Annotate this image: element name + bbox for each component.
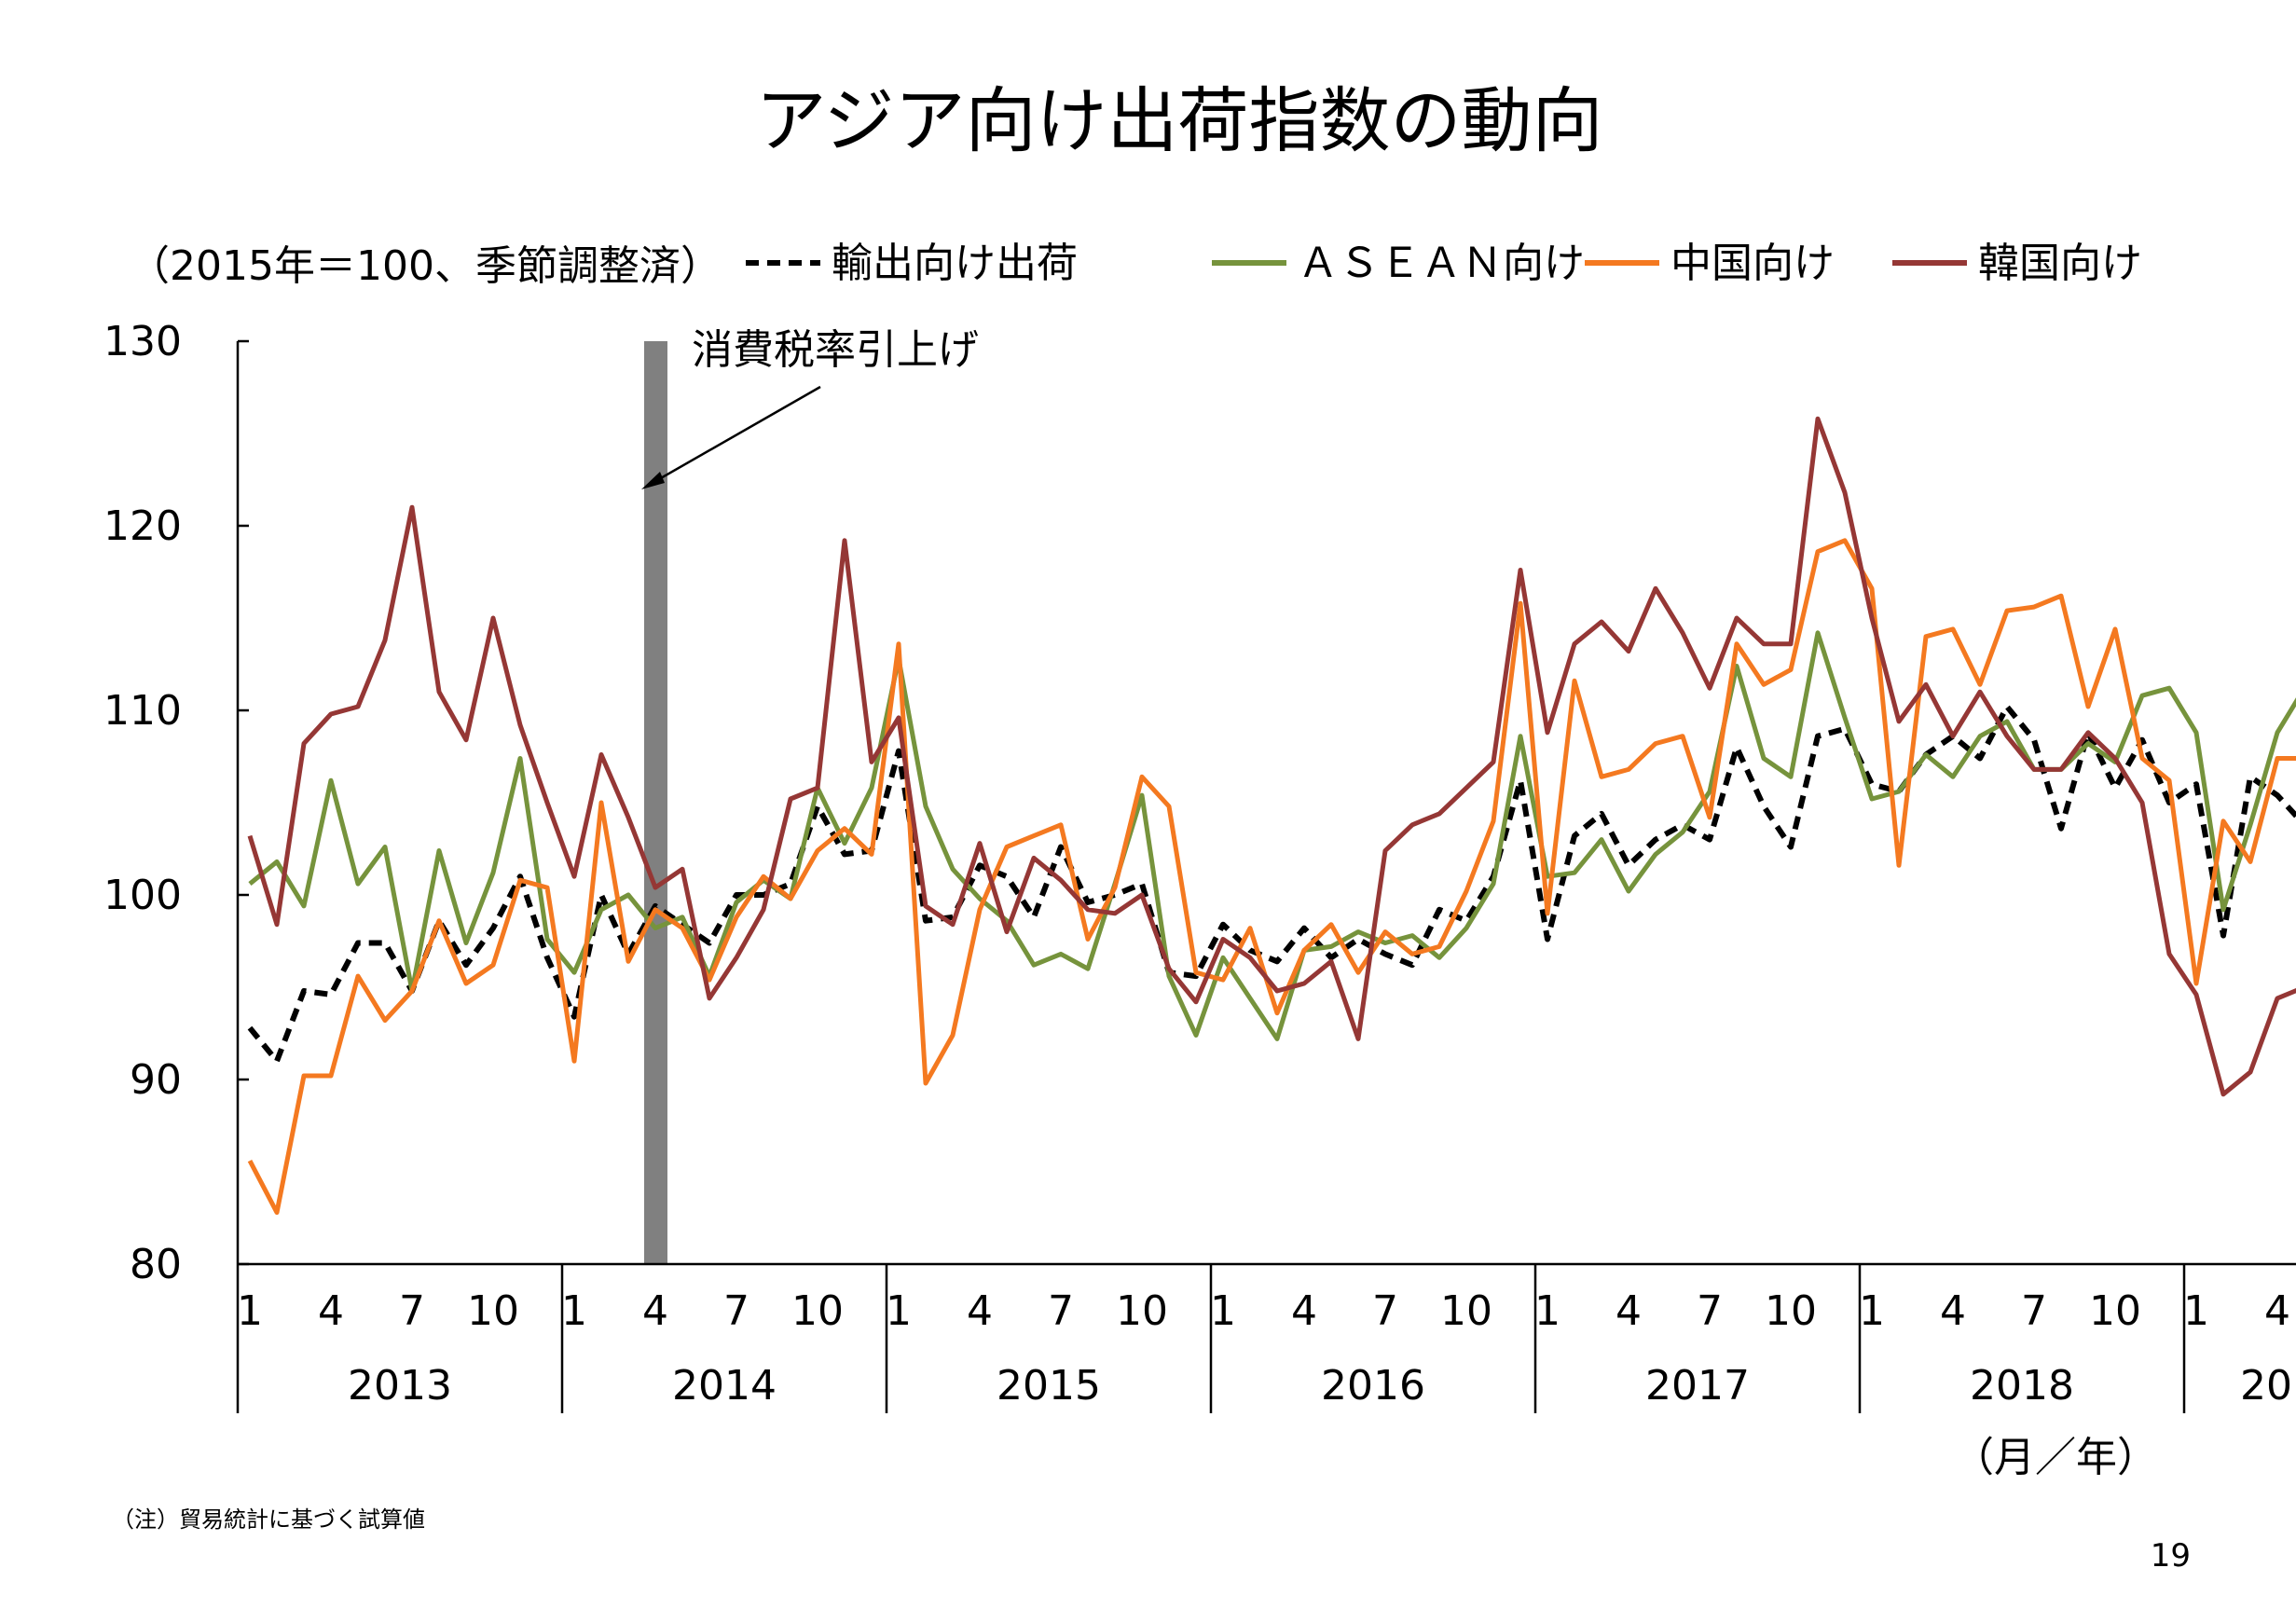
x-axis: 2013 1 4 7 10 2014 1 4 7 10 2015 1 4 7 10 2016 1 4 7 10 2017… bbox=[236, 1262, 2296, 1413]
x-month-label: 10 bbox=[1116, 1287, 1168, 1335]
x-month-label: 7 bbox=[399, 1287, 425, 1335]
y-tick-label: 120 bbox=[103, 502, 182, 550]
legend: 輸出向け出荷 ＡＳＥＡＮ向け 中国向け 韓国向け bbox=[746, 240, 2142, 287]
page-number: 19 bbox=[2151, 1537, 2191, 1575]
x-year-label: 2013 bbox=[348, 1362, 452, 1410]
x-axis-label: （月／年） bbox=[1953, 1434, 2158, 1481]
unit-label: （2015年＝100、季節調整済） bbox=[129, 242, 722, 290]
x-month-label: 1 bbox=[561, 1287, 587, 1335]
x-month-label: 1 bbox=[1210, 1287, 1236, 1335]
x-month-label: 1 bbox=[2183, 1287, 2209, 1335]
x-month-label: 10 bbox=[1440, 1287, 1492, 1335]
legend-label: 中国向け bbox=[1670, 240, 1835, 287]
x-month-label: 1 bbox=[1859, 1287, 1885, 1335]
series-line bbox=[247, 704, 2296, 1065]
x-month-label: 10 bbox=[467, 1287, 519, 1335]
x-month-label: 1 bbox=[237, 1287, 263, 1335]
x-month-label: 7 bbox=[723, 1287, 749, 1335]
chart-title: アジア向け出荷指数の動向 bbox=[756, 79, 1603, 162]
y-axis: 80 90 100 110 120 130 bbox=[103, 318, 249, 1288]
series-line bbox=[247, 538, 2296, 1216]
note-text: （注）貿易統計に基づく試算値 bbox=[112, 1506, 425, 1533]
y-tick-label: 100 bbox=[103, 872, 182, 919]
x-month-label: 4 bbox=[318, 1287, 344, 1335]
x-month-label: 4 bbox=[1615, 1287, 1642, 1335]
series-layer bbox=[247, 416, 2296, 1216]
x-month-label: 7 bbox=[2021, 1287, 2047, 1335]
x-month-label: 10 bbox=[1765, 1287, 1817, 1335]
annotation-text: 消費税率引上げ bbox=[692, 326, 979, 374]
x-month-label: 1 bbox=[886, 1287, 912, 1335]
x-month-label: 7 bbox=[1372, 1287, 1398, 1335]
y-tick-label: 130 bbox=[103, 318, 182, 365]
x-month-label: 1 bbox=[1534, 1287, 1560, 1335]
x-month-label: 4 bbox=[2264, 1287, 2290, 1335]
legend-label: 輸出向け出荷 bbox=[832, 240, 1078, 287]
x-year-label: 2016 bbox=[1321, 1362, 1425, 1410]
x-month-label: 4 bbox=[1940, 1287, 1966, 1335]
x-month-label: 10 bbox=[791, 1287, 844, 1335]
y-tick-label: 80 bbox=[130, 1241, 182, 1288]
series-line bbox=[248, 630, 2296, 1041]
x-month-label: 7 bbox=[1697, 1287, 1723, 1335]
x-year-label: 2014 bbox=[672, 1362, 777, 1410]
y-tick-label: 90 bbox=[130, 1056, 182, 1104]
annotation-arrow bbox=[641, 385, 821, 489]
x-month-label: 7 bbox=[1048, 1287, 1074, 1335]
x-month-label: 4 bbox=[1291, 1287, 1317, 1335]
x-month-label: 4 bbox=[967, 1287, 993, 1335]
x-year-label: 2019 bbox=[2240, 1362, 2296, 1410]
x-month-label: 10 bbox=[2089, 1287, 2141, 1335]
legend-label: 韓国向け bbox=[1978, 240, 2142, 287]
x-year-label: 2015 bbox=[997, 1362, 1101, 1410]
x-year-label: 2017 bbox=[1645, 1362, 1750, 1410]
series-line bbox=[247, 416, 2296, 1097]
x-month-label: 4 bbox=[642, 1287, 668, 1335]
tax-hike-band bbox=[644, 341, 667, 1264]
x-year-label: 2018 bbox=[1970, 1362, 2074, 1410]
legend-label: ＡＳＥＡＮ向け bbox=[1298, 240, 1585, 287]
y-tick-label: 110 bbox=[103, 687, 182, 735]
